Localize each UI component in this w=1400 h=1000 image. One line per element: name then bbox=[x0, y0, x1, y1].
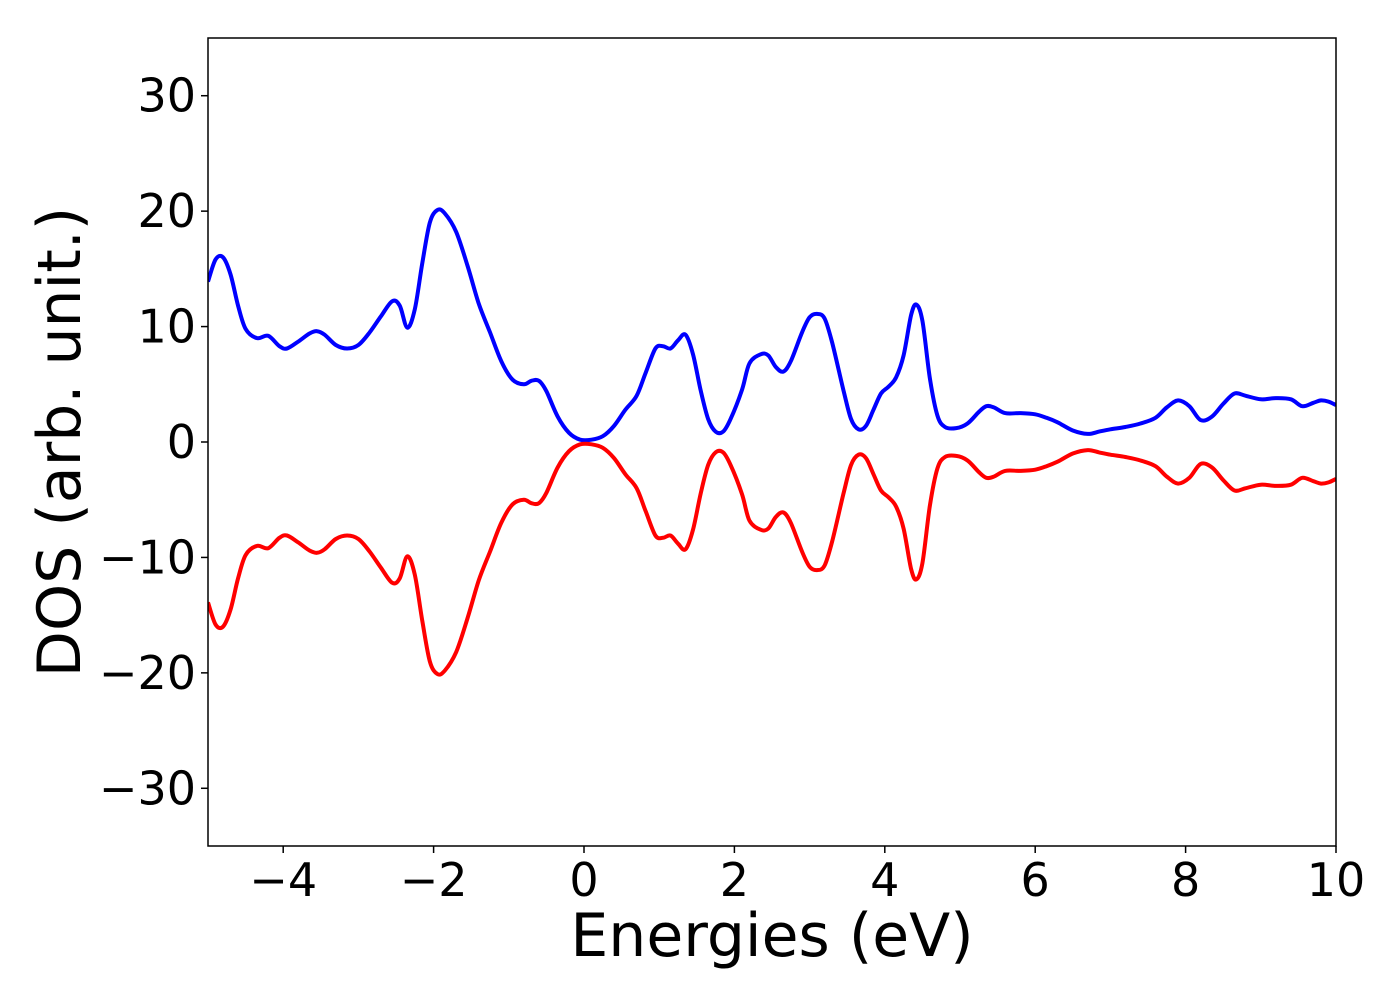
y-tick-label: 20 bbox=[137, 184, 196, 238]
series-line-1 bbox=[208, 207, 1336, 443]
x-axis-label: Energies (eV) bbox=[570, 901, 973, 971]
y-axis-ticks: 30 20 10 0 −10 −20 −30 bbox=[99, 69, 208, 815]
y-tick-label: 0 bbox=[167, 415, 196, 469]
plot-frame bbox=[207, 37, 1337, 847]
y-axis-label: DOS (arb. unit.) bbox=[25, 207, 95, 677]
y-tick-label: 30 bbox=[137, 69, 196, 123]
x-tick-label: 8 bbox=[1171, 853, 1200, 907]
series-layer bbox=[208, 207, 1336, 677]
y-tick-label: −10 bbox=[99, 530, 196, 584]
y-tick-label: 10 bbox=[137, 300, 196, 354]
x-tick-label: 10 bbox=[1307, 853, 1366, 907]
x-tick-label: −4 bbox=[249, 853, 317, 907]
y-tick-label: −20 bbox=[99, 646, 196, 700]
x-tick-label: −2 bbox=[400, 853, 468, 907]
x-tick-label: 0 bbox=[569, 853, 598, 907]
series-line-2 bbox=[208, 441, 1336, 677]
x-tick-label: 2 bbox=[720, 853, 749, 907]
x-tick-label: 6 bbox=[1021, 853, 1050, 907]
y-tick-label: −30 bbox=[99, 761, 196, 815]
x-axis-ticks: −4 −2 0 2 4 6 8 10 bbox=[249, 846, 1365, 907]
x-tick-label: 4 bbox=[870, 853, 899, 907]
